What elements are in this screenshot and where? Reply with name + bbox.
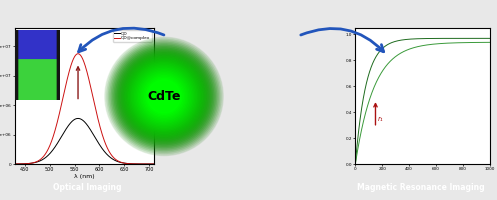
- QD@complex: [151, 163, 157, 165]
- Circle shape: [111, 43, 217, 150]
- Circle shape: [133, 65, 195, 128]
- QD@complex: [105, 148, 111, 151]
- Text: r₁: r₁: [378, 116, 384, 122]
- X-axis label: λ (nm): λ (nm): [74, 174, 95, 179]
- Circle shape: [140, 73, 188, 120]
- QD: [117, 161, 123, 163]
- Circle shape: [136, 68, 192, 125]
- QD@complex: [75, 53, 81, 55]
- QD: [75, 117, 81, 120]
- Line: QD: QD: [15, 118, 154, 164]
- Circle shape: [122, 55, 206, 138]
- QD@complex: [48, 142, 54, 145]
- QD: [94, 140, 100, 142]
- Circle shape: [114, 46, 214, 147]
- QD: [151, 163, 157, 165]
- Text: Magnetic Resonance Imaging: Magnetic Resonance Imaging: [357, 182, 485, 192]
- Circle shape: [137, 70, 191, 123]
- Circle shape: [118, 51, 210, 142]
- Circle shape: [124, 56, 204, 136]
- Circle shape: [106, 39, 222, 154]
- Circle shape: [134, 67, 194, 126]
- Legend: QD, QD@complex: QD, QD@complex: [113, 30, 152, 42]
- Circle shape: [109, 42, 219, 151]
- Circle shape: [121, 53, 207, 139]
- Circle shape: [148, 80, 180, 113]
- QD@complex: [37, 159, 43, 161]
- Circle shape: [127, 59, 201, 134]
- Circle shape: [142, 74, 186, 119]
- Circle shape: [131, 64, 197, 129]
- Circle shape: [128, 61, 200, 132]
- Circle shape: [125, 58, 203, 135]
- Circle shape: [146, 78, 182, 114]
- QD: [105, 154, 111, 157]
- QD@complex: [94, 114, 100, 117]
- Text: Optical Imaging: Optical Imaging: [53, 182, 121, 192]
- QD: [48, 151, 54, 154]
- Circle shape: [112, 45, 216, 148]
- Circle shape: [108, 40, 220, 153]
- QD: [75, 117, 81, 120]
- Circle shape: [115, 48, 213, 145]
- Circle shape: [145, 77, 183, 116]
- QD: [12, 163, 18, 165]
- Circle shape: [120, 52, 208, 141]
- QD@complex: [75, 53, 81, 55]
- Line: QD@complex: QD@complex: [15, 54, 154, 164]
- Circle shape: [139, 71, 189, 122]
- QD@complex: [117, 161, 123, 163]
- QD@complex: [12, 163, 18, 165]
- Circle shape: [143, 75, 185, 117]
- Circle shape: [117, 49, 211, 144]
- QD: [37, 160, 43, 162]
- Circle shape: [105, 37, 223, 156]
- Text: CdTe: CdTe: [147, 90, 181, 103]
- Circle shape: [130, 62, 198, 131]
